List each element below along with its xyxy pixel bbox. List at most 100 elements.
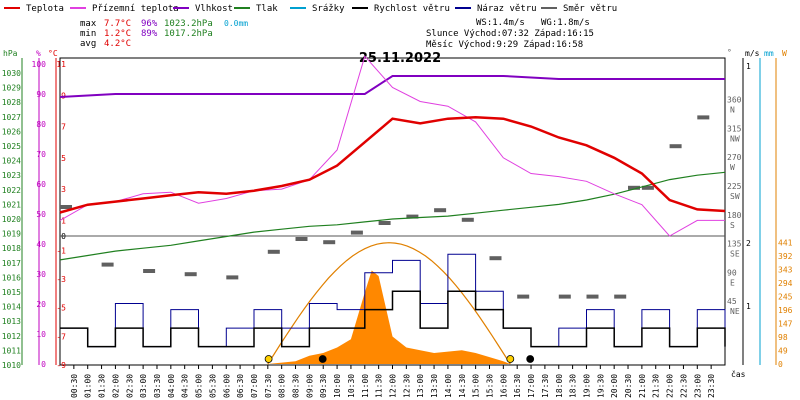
temperature-tick-label: 7 bbox=[61, 123, 66, 132]
x-tick-label: 07:00 bbox=[250, 374, 259, 398]
pressure-tick-label: 1010 bbox=[2, 361, 21, 370]
wind-direction-mark bbox=[267, 249, 280, 254]
solar-unit: W bbox=[782, 49, 787, 58]
direction-letter: N bbox=[730, 106, 735, 115]
wind-direction-mark bbox=[641, 185, 654, 190]
x-tick-label: 12:30 bbox=[402, 374, 411, 398]
x-tick-label: 17:30 bbox=[541, 374, 550, 398]
x-tick-label: 02:30 bbox=[125, 374, 134, 398]
pressure-line bbox=[59, 171, 726, 261]
humidity-line bbox=[59, 75, 725, 98]
temperature-tick-label: -1 bbox=[56, 246, 66, 255]
x-tick-label: 10:30 bbox=[347, 374, 356, 398]
x-tick-label: 13:00 bbox=[416, 374, 425, 398]
wind-direction-mark bbox=[406, 214, 419, 219]
pressure-tick-label: 1029 bbox=[2, 84, 21, 93]
solar-area bbox=[267, 270, 511, 364]
x-tick-label: 08:30 bbox=[292, 374, 301, 398]
x-tick-label: 19:00 bbox=[582, 374, 591, 398]
direction-tick-label: 315 bbox=[727, 124, 742, 133]
x-tick-label: 06:00 bbox=[222, 374, 231, 398]
legend-label: Přízemní teplota bbox=[92, 4, 179, 14]
humidity-tick-label: 50 bbox=[36, 210, 46, 219]
rise-set-marker bbox=[264, 355, 273, 363]
humidity-tick-label: 80 bbox=[36, 120, 46, 129]
solar-tick-label: 147 bbox=[778, 320, 793, 329]
stats-humidity: 89% bbox=[141, 29, 158, 39]
rise-set-marker bbox=[526, 355, 535, 363]
humidity-tick-label: 40 bbox=[36, 240, 46, 249]
info-ws: WS:1.4m/s bbox=[476, 18, 525, 28]
humidity-unit: % bbox=[36, 49, 41, 58]
time-label: čas bbox=[731, 369, 746, 379]
x-tick-label: 22:00 bbox=[666, 374, 675, 398]
x-tick-label: 09:30 bbox=[319, 374, 328, 398]
x-tick-label: 20:30 bbox=[624, 374, 633, 398]
pressure-tick-label: 1023 bbox=[2, 171, 21, 180]
direction-letter: E bbox=[730, 278, 735, 287]
rise-set-marker bbox=[506, 355, 515, 363]
wind-direction-mark bbox=[184, 272, 197, 277]
x-tick-label: 19:30 bbox=[596, 374, 605, 398]
legend-label: Srážky bbox=[312, 4, 345, 14]
solar-tick-label: 392 bbox=[778, 252, 793, 261]
humidity-tick-label: 30 bbox=[36, 270, 46, 279]
pressure-tick-label: 1015 bbox=[2, 288, 21, 297]
wind-direction-mark bbox=[628, 185, 640, 190]
pressure-tick-label: 1022 bbox=[2, 186, 21, 195]
pressure-tick-label: 1013 bbox=[2, 317, 21, 326]
x-tick-label: 14:00 bbox=[444, 374, 453, 398]
wind-direction-mark bbox=[697, 115, 710, 120]
x-tick-label: 21:30 bbox=[652, 374, 661, 398]
temperature-tick-label: 9 bbox=[61, 91, 66, 100]
direction-tick-label: 90 bbox=[727, 268, 737, 277]
humidity-tick-label: 90 bbox=[36, 90, 46, 99]
direction-tick-label: 270 bbox=[727, 153, 742, 162]
solar-tick-label: 441 bbox=[778, 239, 793, 248]
stats-humidity: 96% bbox=[141, 19, 158, 29]
pressure-tick-label: 1024 bbox=[2, 157, 21, 166]
pressure-tick-label: 1020 bbox=[2, 215, 21, 224]
wind-unit: m/s bbox=[745, 49, 760, 58]
legend-label: Tlak bbox=[256, 4, 278, 14]
direction-tick-label: 45 bbox=[727, 297, 737, 306]
x-tick-label: 05:00 bbox=[195, 374, 204, 398]
legend-label: Vlhkost bbox=[195, 4, 233, 14]
x-tick-label: 13:30 bbox=[430, 374, 439, 398]
wind-direction-mark bbox=[434, 208, 447, 213]
temperature-tick-label: -3 bbox=[56, 275, 66, 284]
solar-theoretical-curve bbox=[267, 242, 511, 365]
solar-tick-label: 294 bbox=[778, 279, 793, 288]
x-tick-label: 21:00 bbox=[638, 374, 647, 398]
pressure-tick-label: 1011 bbox=[2, 346, 21, 355]
x-tick-label: 14:30 bbox=[458, 374, 467, 398]
x-tick-label: 18:30 bbox=[569, 374, 578, 398]
stats-pressure: 1023.2hPa bbox=[164, 19, 213, 29]
x-tick-label: 05:30 bbox=[208, 374, 217, 398]
pressure-tick-label: 1019 bbox=[2, 230, 21, 239]
temperature-tick-label: -5 bbox=[56, 304, 66, 313]
x-tick-label: 03:30 bbox=[153, 374, 162, 398]
pressure-tick-label: 1016 bbox=[2, 273, 21, 282]
direction-tick-label: 225 bbox=[727, 182, 742, 191]
info-moon: Měsíc Východ:9:29 Západ:16:58 bbox=[426, 40, 583, 50]
pressure-unit: hPa bbox=[3, 49, 18, 58]
x-tick-label: 23:00 bbox=[693, 374, 702, 398]
stats-label: min bbox=[80, 29, 96, 39]
x-tick-label: 10:00 bbox=[333, 374, 342, 398]
stats-temp: 7.7°C bbox=[104, 19, 131, 29]
temperature-tick-label: -7 bbox=[56, 332, 66, 341]
pressure-tick-label: 1026 bbox=[2, 127, 21, 136]
temperature-line bbox=[59, 115, 726, 214]
stats-label: avg bbox=[80, 39, 96, 49]
x-tick-label: 04:30 bbox=[181, 374, 190, 398]
wind-direction-mark bbox=[350, 230, 363, 235]
wind-direction-mark bbox=[558, 294, 571, 299]
solar-tick-label: 49 bbox=[778, 347, 788, 356]
pressure-tick-label: 1014 bbox=[2, 303, 21, 312]
direction-letter: S bbox=[730, 221, 735, 230]
legend-label: Směr větru bbox=[563, 4, 617, 14]
humidity-tick-label: 0 bbox=[41, 360, 46, 369]
